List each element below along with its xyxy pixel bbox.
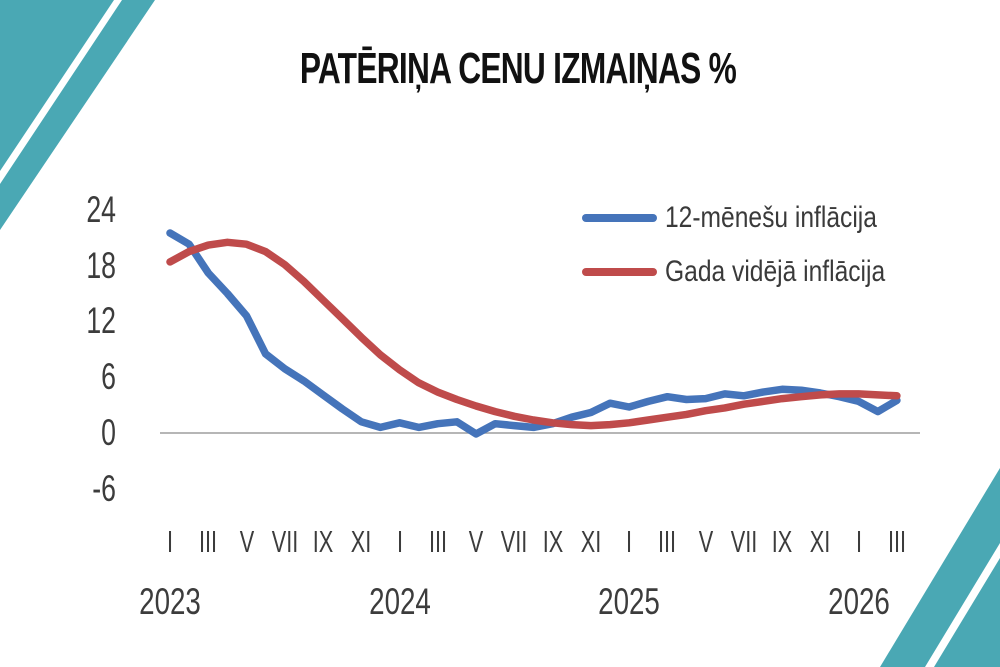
x-month-tick-label: XI <box>351 524 372 559</box>
legend: 12-mēnešu inflācija Gada vidējā inflācij… <box>582 191 934 299</box>
x-month-tick-label: I <box>396 524 403 559</box>
x-month-tick-label: I <box>855 524 862 559</box>
y-tick-label: 18 <box>86 244 116 286</box>
x-month-tick-label: VII <box>501 524 528 559</box>
legend-label: 12-mēnešu inflācija <box>665 201 877 234</box>
x-month-tick-label: IX <box>542 524 563 559</box>
legend-item-annual-average-inflation: Gada vidējā inflācija <box>582 245 934 299</box>
y-tick-label: 12 <box>86 300 116 342</box>
x-month-tick-label: XI <box>580 524 602 559</box>
teal-ribbon-shape <box>0 0 114 171</box>
x-month-tick-label: III <box>199 524 218 559</box>
x-year-label: 2026 <box>827 581 890 622</box>
x-year-label: 2023 <box>139 581 201 622</box>
teal-ribbon-shape <box>0 0 155 230</box>
y-tick-label: -6 <box>92 467 116 509</box>
x-month-tick-label: VII <box>271 524 299 559</box>
teal-ribbon-shape <box>934 558 1000 667</box>
x-month-tick-label: V <box>468 524 484 559</box>
corner-decoration-bottom-right <box>880 468 1000 667</box>
legend-label: Gada vidējā inflācija <box>665 255 886 288</box>
y-tick-label: 0 <box>101 412 116 453</box>
x-month-tick-label: XI <box>810 524 831 559</box>
teal-ribbon-shape <box>880 468 1000 667</box>
x-month-tick-label: I <box>626 524 633 559</box>
legend-item-12-month-inflation: 12-mēnešu inflācija <box>582 191 934 245</box>
x-month-tick-label: VII <box>730 524 758 559</box>
chart-title-text: PATĒRIŅA CENU IZMAIŅAS % <box>299 44 737 93</box>
x-month-tick-label: I <box>166 524 174 559</box>
x-year-label: 2024 <box>368 581 431 622</box>
legend-swatch-red-line <box>582 268 657 276</box>
x-month-tick-label: IX <box>312 524 334 559</box>
x-month-tick-label: III <box>658 524 677 559</box>
x-month-tick-label: IX <box>771 524 793 559</box>
x-month-tick-label: V <box>239 524 254 559</box>
y-tick-label: 24 <box>86 188 116 230</box>
x-month-tick-label: III <box>887 524 906 559</box>
chart-title: PATĒRIŅA CENU IZMAIŅAS % <box>36 44 1000 94</box>
x-month-tick-label: V <box>698 524 713 559</box>
x-month-tick-label: III <box>428 524 447 559</box>
y-tick-label: 6 <box>101 356 116 398</box>
x-year-label: 2025 <box>598 581 660 622</box>
series-line-0 <box>166 229 901 438</box>
corner-decoration-top-left <box>0 0 155 230</box>
legend-swatch-blue-line <box>582 214 657 222</box>
series-line-1 <box>166 238 901 430</box>
